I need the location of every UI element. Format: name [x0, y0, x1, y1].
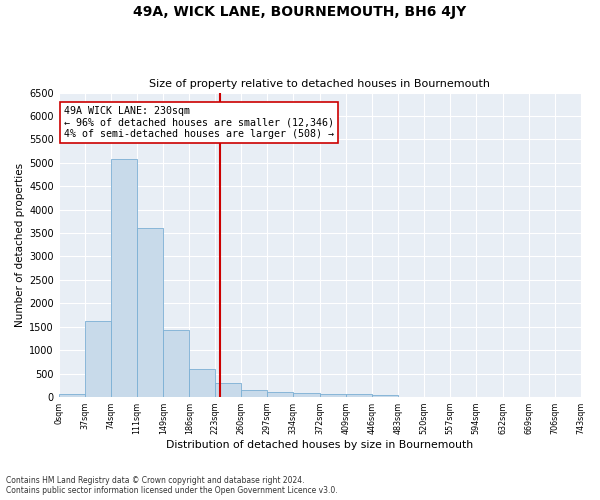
- Title: Size of property relative to detached houses in Bournemouth: Size of property relative to detached ho…: [149, 79, 490, 89]
- Bar: [190, 369, 215, 397]
- Text: 49A, WICK LANE, BOURNEMOUTH, BH6 4JY: 49A, WICK LANE, BOURNEMOUTH, BH6 4JY: [133, 5, 467, 19]
- Bar: [59, 394, 85, 397]
- Bar: [85, 320, 111, 397]
- Text: 49A WICK LANE: 230sqm
← 96% of detached houses are smaller (12,346)
4% of semi-d: 49A WICK LANE: 230sqm ← 96% of detached …: [64, 106, 334, 140]
- Bar: [111, 159, 137, 397]
- Text: Contains HM Land Registry data © Crown copyright and database right 2024.
Contai: Contains HM Land Registry data © Crown c…: [6, 476, 338, 495]
- Bar: [215, 383, 241, 397]
- Y-axis label: Number of detached properties: Number of detached properties: [15, 162, 25, 327]
- Bar: [268, 392, 293, 397]
- X-axis label: Distribution of detached houses by size in Bournemouth: Distribution of detached houses by size …: [166, 440, 473, 450]
- Bar: [241, 390, 268, 397]
- Bar: [372, 395, 398, 397]
- Bar: [346, 394, 372, 397]
- Bar: [293, 393, 320, 397]
- Bar: [163, 330, 190, 397]
- Bar: [320, 394, 346, 397]
- Bar: [137, 228, 163, 397]
